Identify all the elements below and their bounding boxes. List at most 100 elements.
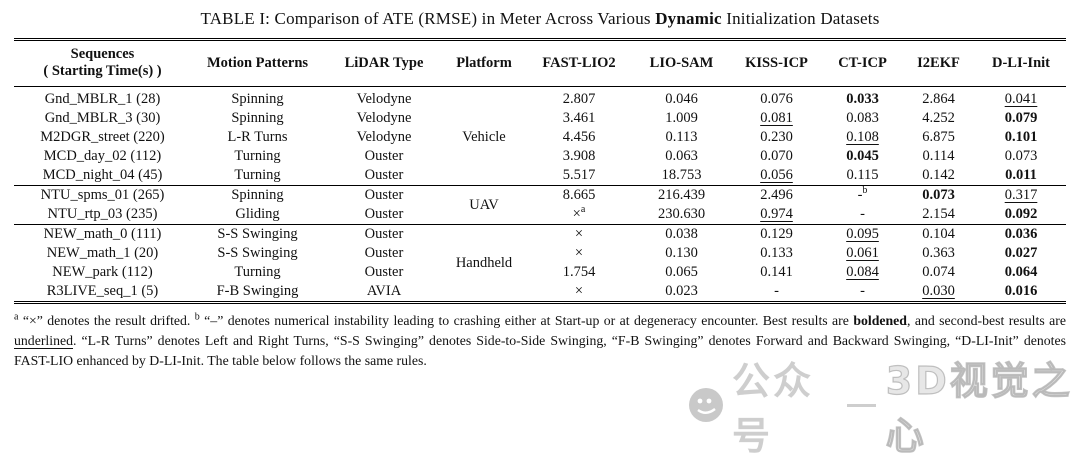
value-text: 0.038 xyxy=(665,226,698,242)
value-text: - xyxy=(860,206,865,222)
cell-lidar-type: Ouster xyxy=(364,206,404,222)
cell-value: 0.113 xyxy=(634,128,729,147)
column-header-method: KISS-ICP xyxy=(729,39,824,87)
column-header-sequences: Sequences( Starting Time(s) ) xyxy=(14,39,191,87)
table-caption: TABLE I: Comparison of ATE (RMSE) in Met… xyxy=(0,9,1080,29)
value-text: 0.065 xyxy=(665,264,698,280)
value-text: 0.114 xyxy=(922,148,955,164)
value-text: 5.517 xyxy=(562,167,596,183)
value-text: × xyxy=(574,245,584,261)
value-text: 0.046 xyxy=(665,91,698,107)
cell-sequence: R3LIVE_seq_1 (5) xyxy=(46,283,159,299)
table-row: MCD_day_02 (112) Turning Ouster 3.908 0.063 0… xyxy=(14,147,1066,166)
cell-value: 0.079 xyxy=(976,109,1066,128)
value-text: 18.753 xyxy=(661,167,702,183)
cell-motion-pattern: Turning xyxy=(234,148,281,164)
cell-value: 0.115 xyxy=(824,166,901,186)
value-text: 0.070 xyxy=(760,148,793,164)
cell-value: 0.065 xyxy=(634,263,729,282)
header-row: Sequences( Starting Time(s) ) Motion Patt… xyxy=(14,39,1066,87)
cell-lidar-type: Velodyne xyxy=(356,91,412,107)
value-text: 0.033 xyxy=(846,91,879,107)
superscript-marker: a xyxy=(580,204,586,216)
value-text: 0.101 xyxy=(1004,129,1038,145)
cell-value: 2.864 xyxy=(901,87,976,110)
wechat-logo-icon xyxy=(689,388,723,422)
cell-value: 0.033 xyxy=(824,87,901,110)
cell-value: × xyxy=(524,244,634,263)
cell-value: 0.141 xyxy=(729,263,824,282)
cell-sequence: NEW_math_0 (111) xyxy=(14,224,191,244)
cell-value: 0.073 xyxy=(901,185,976,205)
column-header-motion-patterns: Motion Patterns xyxy=(191,39,324,87)
cell-value: 3.461 xyxy=(524,109,634,128)
cell-value: 0.061 xyxy=(824,244,901,263)
column-header-method: FAST-LIO2 xyxy=(524,39,634,87)
cell-value: - xyxy=(824,205,901,225)
value-text: × xyxy=(574,226,584,242)
footnote-bold-word: boldened xyxy=(853,313,907,328)
cell-value: 0.133 xyxy=(729,244,824,263)
cell-motion-pattern: Spinning xyxy=(231,110,284,126)
cell-motion-pattern: Spinning xyxy=(191,185,324,205)
table-body: Gnd_MBLR_1 (28) Spinning Velodyne Vehicle 2.… xyxy=(14,87,1066,303)
value-text: 0.092 xyxy=(1004,206,1038,222)
value-text: 0.045 xyxy=(846,148,879,164)
footnote-text: “×” denotes the result drifted. xyxy=(18,313,195,328)
cell-value: - xyxy=(729,282,824,303)
cell-value: 0.038 xyxy=(634,224,729,244)
cell-motion-pattern: Turning xyxy=(234,264,281,280)
value-text: 2.496 xyxy=(760,187,793,203)
value-text: 230.630 xyxy=(657,206,706,222)
cell-value: 0.114 xyxy=(901,147,976,166)
cell-sequence: MCD_day_02 (112) xyxy=(43,148,162,164)
value-text: 1.754 xyxy=(562,264,596,280)
cell-value: 1.009 xyxy=(634,109,729,128)
cell-lidar-type: Ouster xyxy=(324,224,444,244)
cell-sequence: NEW_park (112) xyxy=(52,264,153,280)
value-text: 2.154 xyxy=(922,206,955,222)
cell-value: 0.016 xyxy=(976,282,1066,303)
column-header-platform: Platform xyxy=(444,39,524,87)
caption-suffix: Initialization Datasets xyxy=(721,9,880,28)
caption-bold-word: Dynamic xyxy=(655,9,722,28)
cell-value: 3.908 xyxy=(524,147,634,166)
value-text: 4.252 xyxy=(922,110,955,126)
cell-value: 0.011 xyxy=(976,166,1066,186)
cell-sequence: Gnd_MBLR_3 (30) xyxy=(44,110,161,126)
cell-value: 0.363 xyxy=(901,244,976,263)
footnote-marker-b: b xyxy=(194,311,200,323)
value-text: 0.079 xyxy=(1004,110,1038,126)
value-text: 0.113 xyxy=(665,129,698,145)
cell-value: × xyxy=(524,282,634,303)
value-text: 0.074 xyxy=(922,264,955,280)
column-header-method: CT-ICP xyxy=(824,39,901,87)
value-text: 0.104 xyxy=(922,226,955,242)
cell-sequence: NTU_spms_01 (265) xyxy=(14,185,191,205)
cell-value: 230.630 xyxy=(634,205,729,225)
cell-value: 0.030 xyxy=(901,282,976,303)
value-text: 6.875 xyxy=(922,129,955,145)
value-text: 8.665 xyxy=(562,187,596,203)
cell-value: 0.076 xyxy=(729,87,824,110)
value-text: 0.130 xyxy=(665,245,698,261)
footnote-text: , and second-best results are xyxy=(906,313,1070,328)
footnote-underlined-word: underlined xyxy=(14,333,74,348)
value-text: 0.317 xyxy=(1004,187,1038,203)
value-text: 0.133 xyxy=(760,245,793,261)
cell-motion-pattern: S-S Swinging xyxy=(217,245,298,261)
value-text: 0.083 xyxy=(846,110,879,126)
cell-value: 0.130 xyxy=(634,244,729,263)
value-text: 4.456 xyxy=(562,129,596,145)
value-text: 1.009 xyxy=(665,110,698,126)
cell-lidar-type: Ouster xyxy=(364,245,404,261)
value-text: 0.073 xyxy=(1004,148,1038,164)
table-header: Sequences( Starting Time(s) ) Motion Patt… xyxy=(14,39,1066,87)
watermark-dash xyxy=(846,403,876,407)
cell-value: 0.056 xyxy=(729,166,824,186)
value-text: 0.095 xyxy=(846,226,879,242)
cell-sequence: NEW_math_1 (20) xyxy=(46,245,159,261)
cell-value: 0.108 xyxy=(824,128,901,147)
cell-motion-pattern: L-R Turns xyxy=(227,129,288,145)
cell-value: 0.036 xyxy=(976,224,1066,244)
